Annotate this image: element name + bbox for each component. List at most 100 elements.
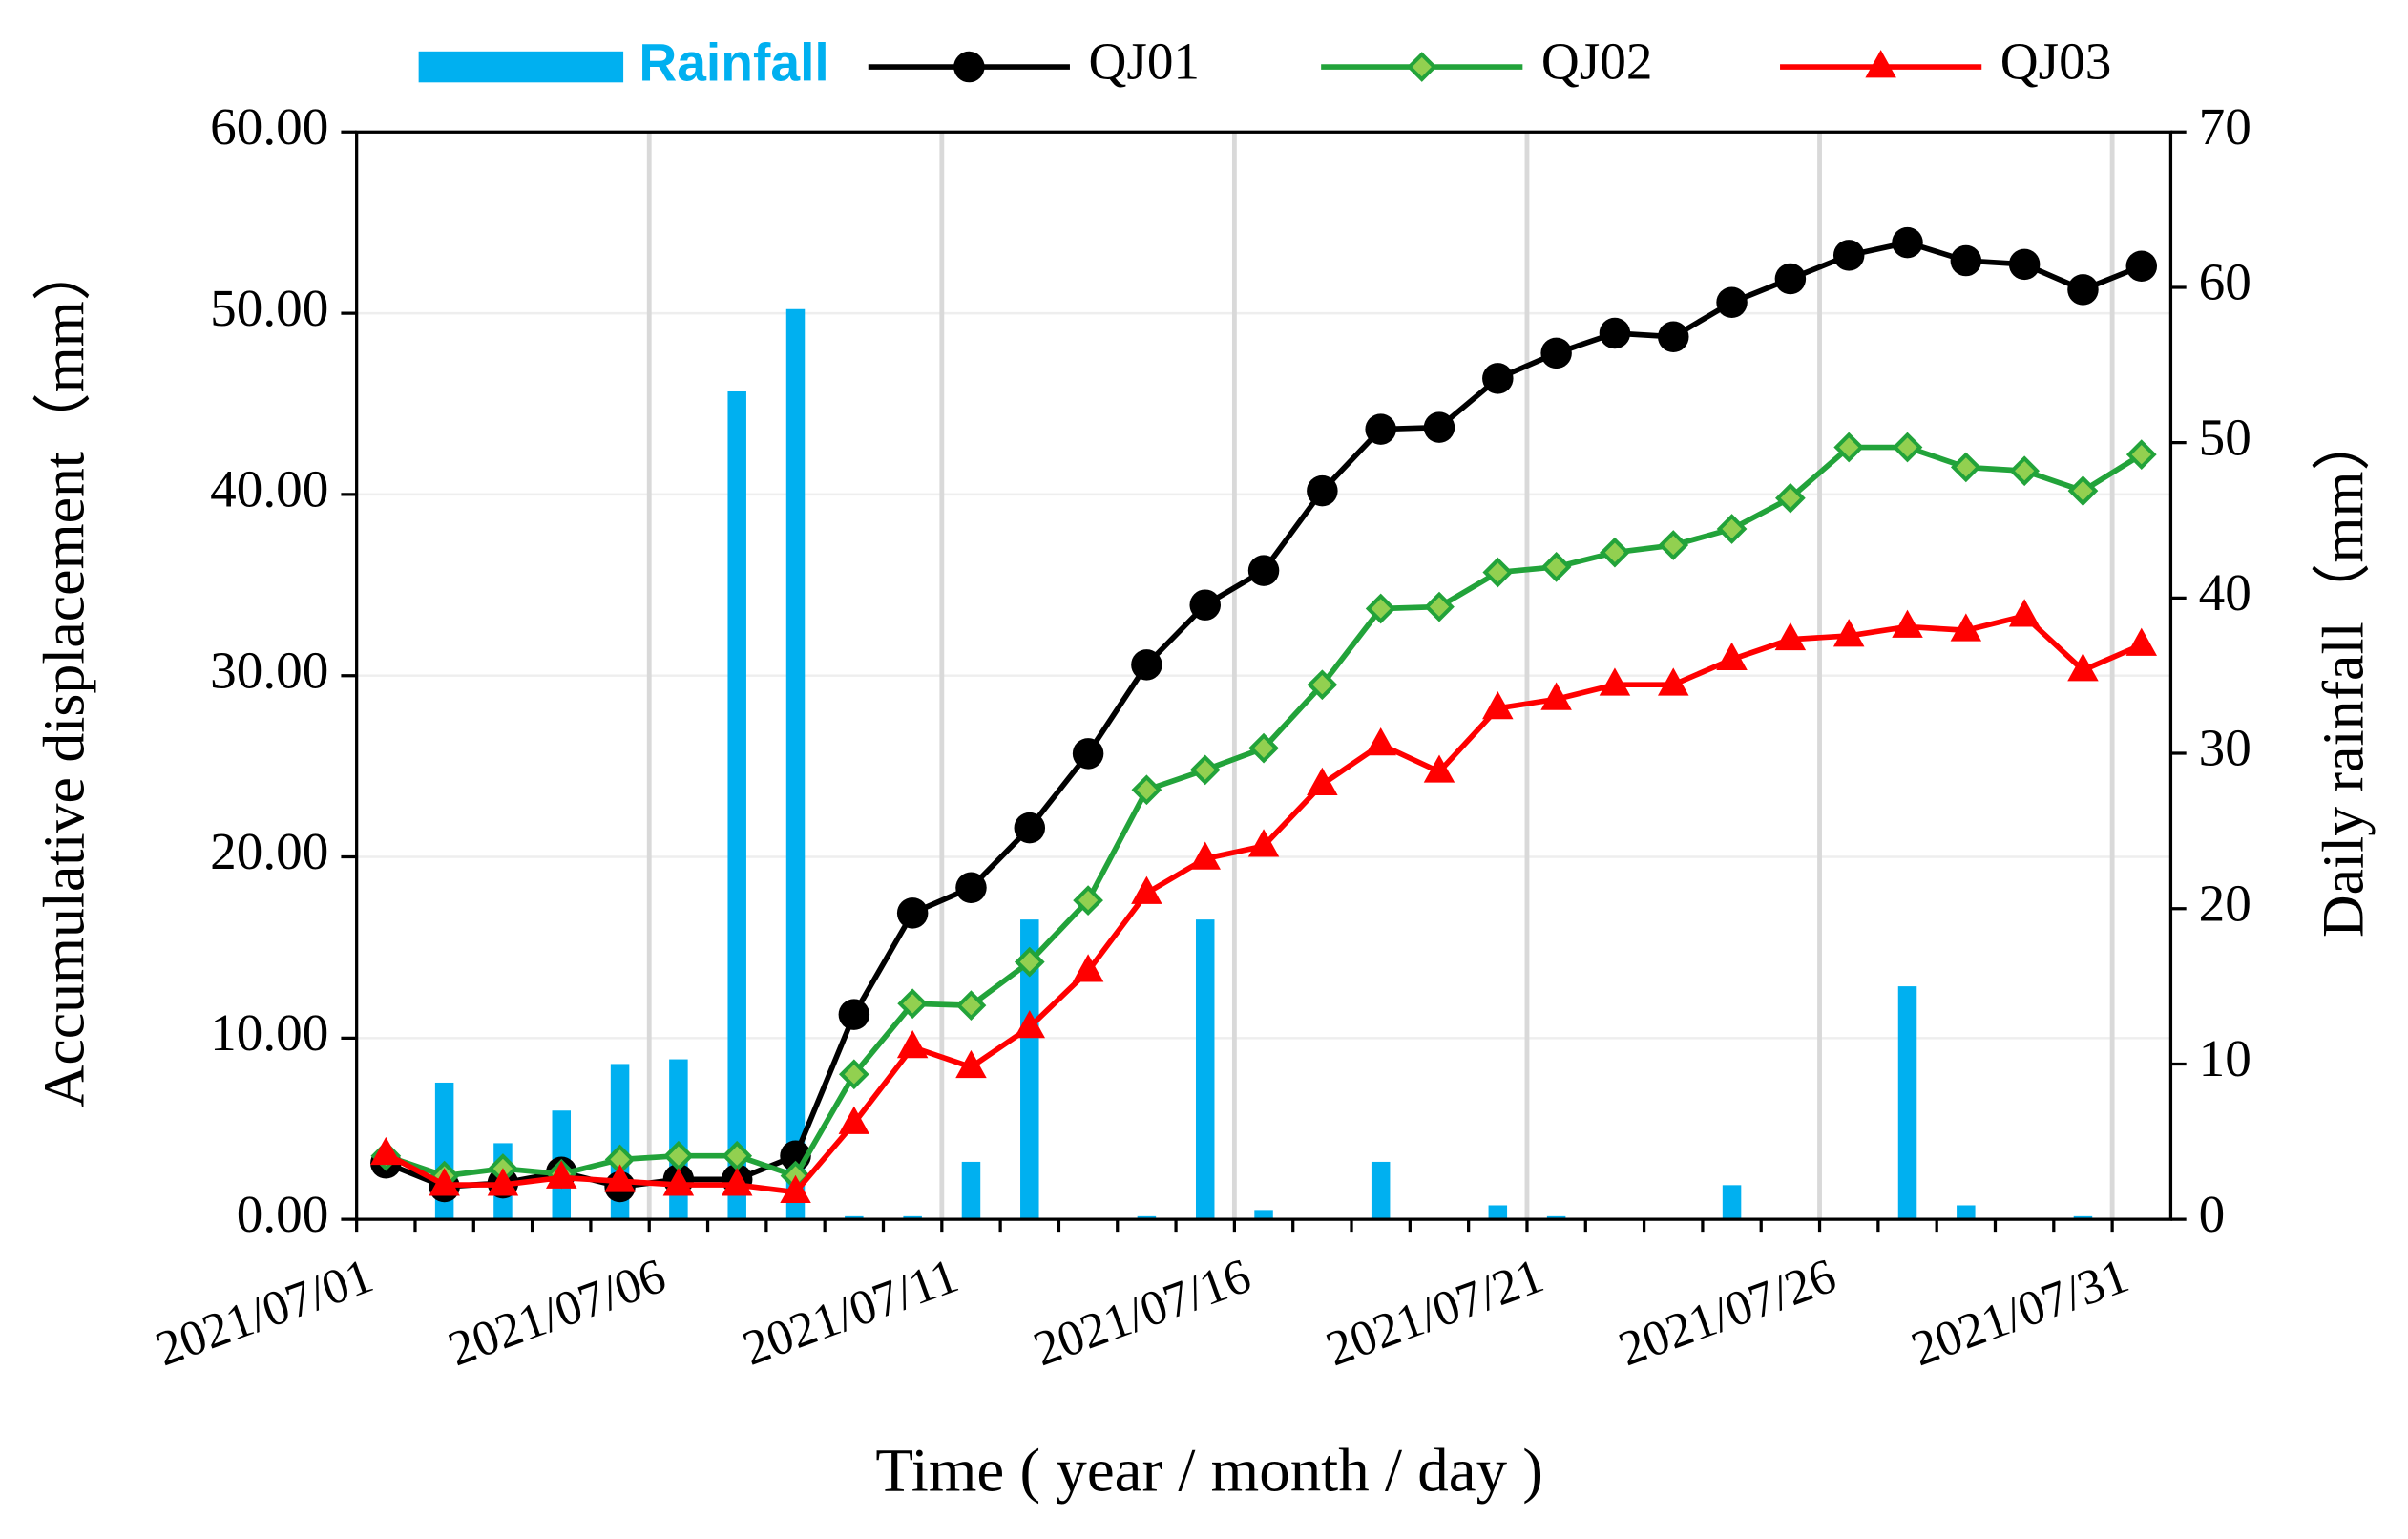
x-axis-label: Time ( year / month / day ): [875, 1437, 1543, 1506]
y-tick-label: 20.00: [210, 822, 328, 880]
marker: [1248, 732, 1279, 764]
marker: [1600, 537, 1630, 568]
y-tick-label: 30.00: [210, 641, 328, 699]
bar: [727, 390, 746, 1220]
marker: [1131, 649, 1162, 681]
marker: [1892, 432, 1923, 463]
bar: [1897, 986, 1917, 1220]
marker: [1189, 754, 1221, 786]
x-tick-label: 2021/07/21: [1319, 1249, 1550, 1378]
marker: [838, 1106, 870, 1134]
marker: [1950, 613, 1982, 642]
marker: [1716, 286, 1748, 318]
marker: [1131, 774, 1162, 806]
y-axis-label: Accumulative displacement（mm）: [31, 242, 96, 1108]
marker: [1307, 669, 1338, 701]
marker: [1365, 727, 1396, 756]
y2-tick-label: 0: [2199, 1185, 2226, 1243]
marker: [780, 1174, 811, 1204]
marker: [1716, 642, 1748, 671]
marker: [2067, 475, 2099, 506]
marker: [2067, 653, 2099, 682]
bar: [903, 1215, 922, 1220]
y-tick-label: 40.00: [210, 460, 328, 518]
marker: [1307, 767, 1338, 795]
marker: [1832, 619, 1865, 647]
bar: [2073, 1215, 2093, 1220]
marker: [1599, 317, 1631, 349]
bar: [845, 1215, 864, 1220]
marker: [1189, 589, 1221, 621]
y-tick-label: 10.00: [210, 1003, 328, 1062]
marker: [1658, 667, 1689, 696]
x-tick-label: 2021/07/31: [1905, 1249, 2136, 1378]
marker: [1072, 954, 1104, 982]
marker: [2125, 627, 2158, 656]
bar: [1020, 919, 1039, 1220]
marker: [1307, 474, 1338, 507]
marker: [1599, 667, 1631, 696]
marker: [1892, 609, 1923, 638]
bar: [1722, 1185, 1742, 1220]
marker: [1833, 432, 1865, 463]
y-tick-label: 50.00: [210, 279, 328, 337]
marker: [955, 990, 987, 1022]
marker: [662, 1168, 695, 1196]
marker: [1482, 363, 1514, 394]
marker: [2125, 439, 2157, 471]
bar: [1254, 1210, 1273, 1220]
marker: [1892, 226, 1923, 259]
marker: [2067, 274, 2099, 306]
marker: [1540, 551, 1572, 582]
marker: [1365, 593, 1396, 624]
y2-tick-label: 20: [2199, 874, 2251, 932]
bar: [1137, 1215, 1157, 1220]
y2-axis-label: Daily rainfall（mm）: [2311, 412, 2376, 938]
marker: [1189, 841, 1221, 870]
plot-frame: [355, 130, 2173, 1221]
marker: [1014, 946, 1045, 978]
marker: [1482, 691, 1514, 720]
marker: [1247, 829, 1280, 857]
marker: [1774, 622, 1807, 651]
marker: [1014, 812, 1046, 844]
x-tick-label: 2021/07/01: [149, 1249, 380, 1378]
bar: [961, 1161, 981, 1220]
bar: [1546, 1215, 1566, 1220]
marker: [1365, 413, 1396, 445]
marker: [1540, 682, 1572, 710]
marker: [1424, 591, 1455, 622]
bar: [1195, 919, 1215, 1220]
marker: [2008, 248, 2041, 281]
marker: [1423, 411, 1455, 443]
marker: [1832, 240, 1865, 271]
legend-label: QJ02: [1541, 32, 1653, 91]
y2-tick-label: 60: [2199, 253, 2251, 311]
marker: [1247, 555, 1280, 586]
marker: [896, 1029, 929, 1059]
y2-tick-label: 70: [2199, 97, 2251, 156]
marker: [2008, 599, 2041, 627]
marker: [1072, 738, 1104, 770]
marker: [2009, 455, 2041, 487]
marker: [429, 1168, 460, 1196]
legend-marker: [1865, 50, 1896, 78]
bar: [1488, 1205, 1508, 1220]
x-tick-label: 2021/07/16: [1027, 1249, 1258, 1378]
legend-label: QJ01: [1088, 32, 1200, 91]
marker: [1950, 452, 1981, 483]
marker: [721, 1168, 753, 1196]
legend-marker: [953, 51, 985, 83]
marker: [1014, 1010, 1046, 1039]
marker: [1131, 875, 1162, 904]
marker: [896, 897, 929, 929]
marker: [2125, 250, 2158, 282]
marker: [1658, 530, 1689, 560]
marker: [838, 999, 870, 1030]
marker: [955, 872, 987, 904]
legend-label: Rainfall: [639, 33, 828, 93]
marker: [1482, 557, 1514, 588]
marker: [1950, 244, 1982, 277]
marker: [370, 1136, 402, 1166]
y2-tick-label: 40: [2199, 563, 2251, 622]
